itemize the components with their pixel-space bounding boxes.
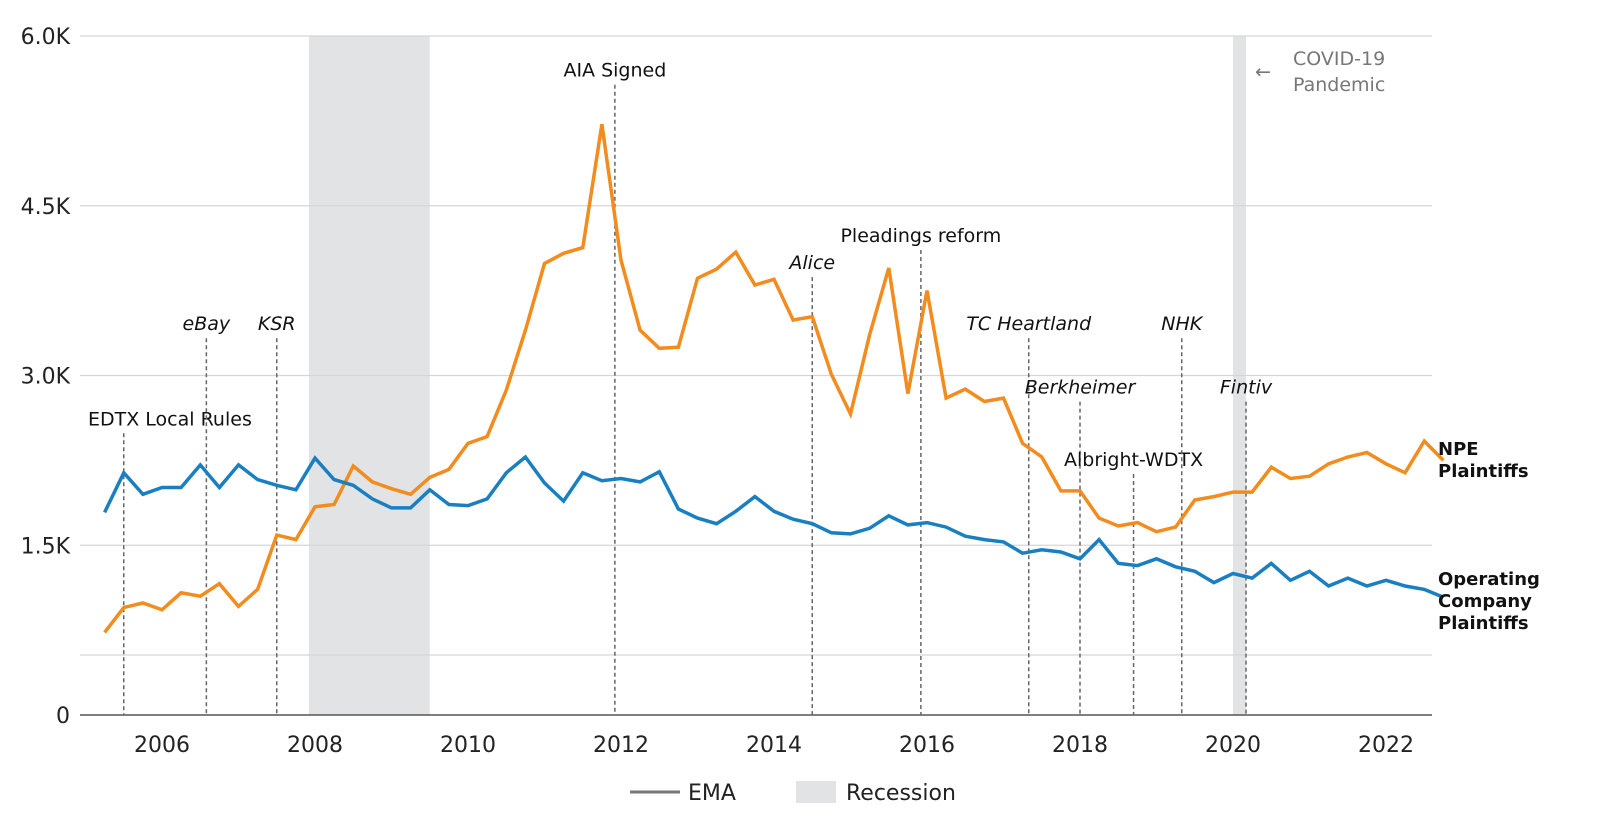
series-end-label: Operating	[1438, 569, 1540, 590]
x-tick-label: 2018	[1052, 733, 1108, 758]
event-label: Pleadings reform	[840, 225, 1001, 247]
covid-label-line1: COVID-19	[1293, 48, 1385, 70]
series-lines	[103, 124, 1445, 634]
event-label: AIA Signed	[563, 60, 666, 82]
y-axis: 0 1.5K 3.0K 4.5K 6.0K	[21, 25, 71, 729]
event-label: Albright-WDTX	[1064, 449, 1203, 471]
series-line-npe	[103, 124, 1445, 634]
x-tick-label: 2008	[287, 733, 343, 758]
series-end-label: NPE	[1438, 439, 1479, 460]
legend-label-recession: Recession	[846, 781, 956, 806]
event-label: Berkheimer	[1025, 377, 1137, 399]
x-tick-label: 2006	[134, 733, 190, 758]
x-tick-label: 2010	[440, 733, 496, 758]
y-tick-label: 1.5K	[21, 534, 71, 559]
x-tick-label: 2014	[746, 733, 802, 758]
event-label: TC Heartland	[966, 313, 1092, 335]
covid-label-line2: Pandemic	[1293, 74, 1385, 96]
x-tick-label: 2012	[593, 733, 649, 758]
y-tick-label: 3.0K	[21, 365, 71, 390]
grid	[80, 35, 1432, 716]
series-end-label: Plaintiffs	[1438, 461, 1529, 482]
event-label: KSR	[258, 313, 296, 335]
event-label: Fintiv	[1220, 377, 1273, 399]
event-label: NHK	[1161, 313, 1204, 335]
x-axis: 2006 2008 2010 2012 2014 2016 2018 2020 2022	[134, 733, 1414, 758]
arrow-left-icon: ←	[1255, 61, 1271, 83]
series-end-label: Company	[1438, 591, 1532, 612]
legend-label-ema: EMA	[688, 781, 736, 806]
x-tick-label: 2016	[899, 733, 955, 758]
covid-note: ← COVID-19 Pandemic	[1255, 48, 1385, 96]
series-end-label: Plaintiffs	[1438, 613, 1529, 634]
y-tick-label: 0	[56, 704, 70, 729]
series-line-operating-company	[103, 454, 1445, 599]
event-label: EDTX Local Rules	[88, 408, 252, 430]
y-tick-label: 6.0K	[21, 25, 71, 50]
x-tick-label: 2020	[1205, 733, 1261, 758]
legend: EMA Recession	[630, 781, 956, 806]
event-label: eBay	[183, 313, 231, 335]
annotations: EDTX Local Rules eBay KSR AIA Signed AlicePl…	[88, 60, 1273, 715]
event-label: Alice	[787, 252, 835, 274]
x-tick-label: 2022	[1358, 733, 1414, 758]
y-tick-label: 4.5K	[21, 195, 71, 220]
legend-box-swatch	[796, 781, 836, 803]
